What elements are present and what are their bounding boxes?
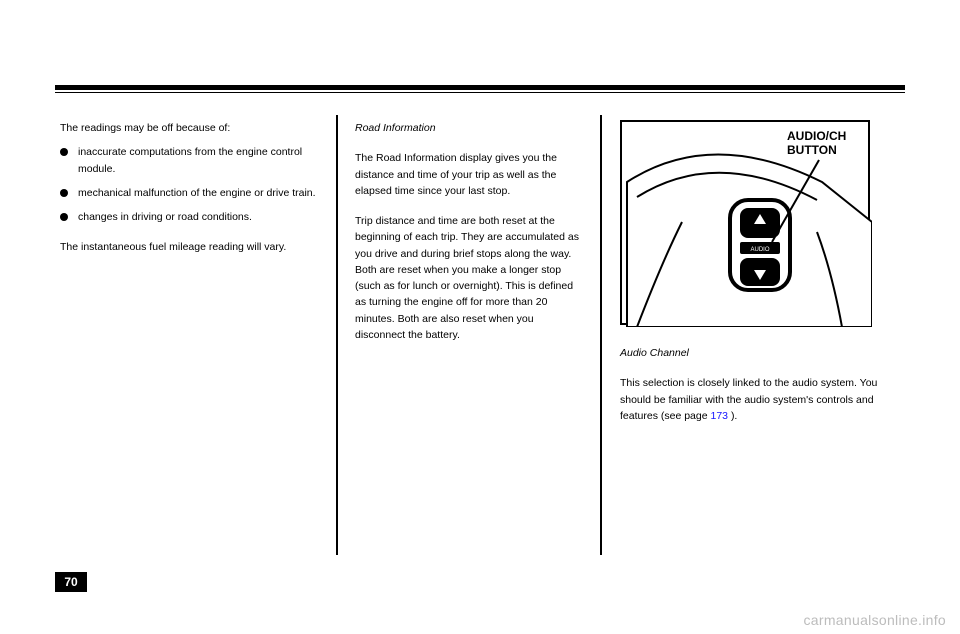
bullet-icon	[60, 148, 68, 156]
column-1: The readings may be off because of: inac…	[60, 120, 318, 256]
column-3: AUDIO/CH BUTTON AUDIO	[620, 120, 910, 424]
column-separator-1	[336, 115, 338, 555]
page-number: 70	[64, 575, 77, 589]
col2-p1: The Road Information display gives you t…	[355, 150, 580, 199]
figure-label-line2: BUTTON	[787, 143, 837, 157]
column-2: Road Information The Road Information di…	[355, 120, 580, 343]
figure-label: AUDIO/CH BUTTON	[787, 130, 846, 158]
rule-thin	[55, 92, 905, 93]
col3-body: This selection is closely linked to the …	[620, 375, 910, 424]
col3-body-pre: This selection is closely linked to the …	[620, 377, 877, 422]
page-link[interactable]: 173	[710, 410, 728, 422]
watermark: carmanualsonline.info	[804, 612, 947, 628]
page: The readings may be off because of: inac…	[0, 0, 960, 634]
col3-body-post: ).	[731, 410, 737, 422]
col2-heading: Road Information	[355, 120, 580, 136]
bullet-item: changes in driving or road conditions.	[60, 209, 318, 225]
rule-thick	[55, 85, 905, 90]
bullet-icon	[60, 213, 68, 221]
col2-p2: Trip distance and time are both reset at…	[355, 213, 580, 343]
page-number-badge: 70	[55, 572, 87, 592]
hub-outline	[627, 155, 872, 328]
bullet-text: changes in driving or road conditions.	[78, 209, 252, 225]
figure-label-line1: AUDIO/CH	[787, 129, 846, 143]
bullet-item: mechanical malfunction of the engine or …	[60, 185, 318, 201]
bullet-icon	[60, 189, 68, 197]
bullet-text: inaccurate computations from the engine …	[78, 144, 318, 177]
col1-intro: The readings may be off because of:	[60, 120, 318, 136]
figure-audio-button: AUDIO/CH BUTTON AUDIO	[620, 120, 870, 325]
button-mid-label: AUDIO	[750, 247, 769, 253]
col1-note: The instantaneous fuel mileage reading w…	[60, 239, 318, 255]
col3-heading: Audio Channel	[620, 345, 910, 361]
bullet-item: inaccurate computations from the engine …	[60, 144, 318, 177]
bullet-text: mechanical malfunction of the engine or …	[78, 185, 316, 201]
column-separator-2	[600, 115, 602, 555]
